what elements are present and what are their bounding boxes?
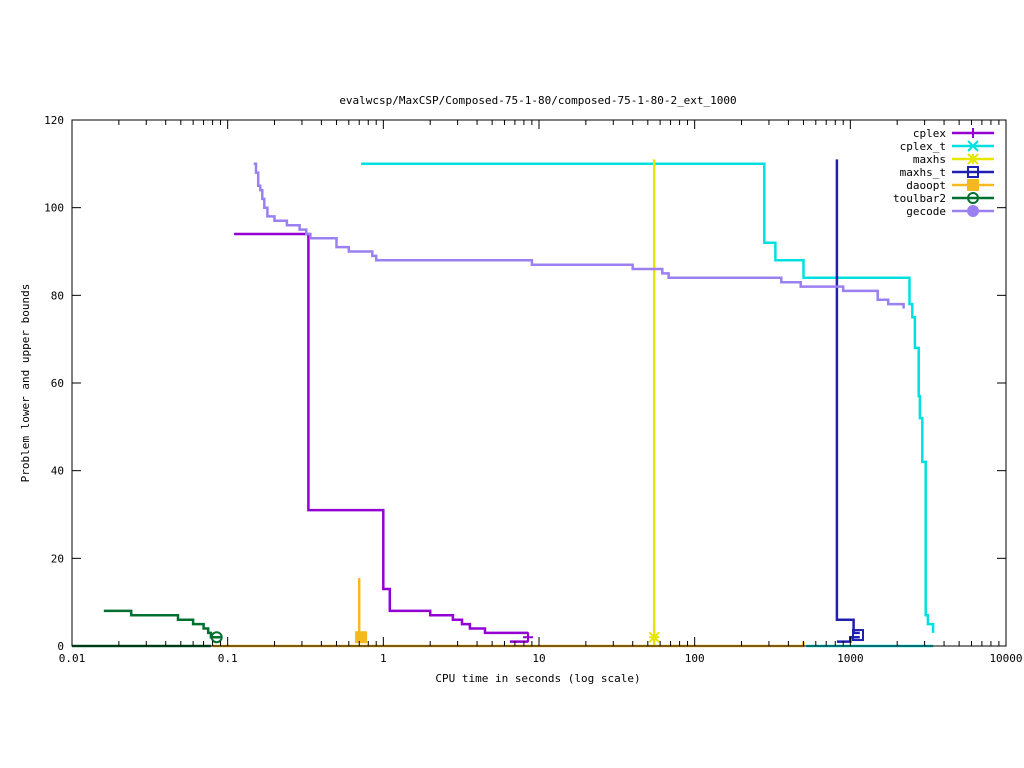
- x-axis-label: CPU time in seconds (log scale): [435, 672, 640, 685]
- series-cplex: [234, 232, 534, 643]
- y-tick-label: 40: [51, 465, 64, 478]
- legend-item: cplex_t: [900, 140, 994, 153]
- series-maxhs-t: [835, 159, 864, 643]
- x-tick-label: 1: [380, 652, 387, 665]
- x-tick-label: 100: [685, 652, 705, 665]
- y-tick-label: 0: [57, 640, 64, 653]
- legend-label: toulbar2: [893, 192, 946, 205]
- legend-label: maxhs: [913, 153, 946, 166]
- series-maxhs: [648, 159, 660, 646]
- series-final-point: [648, 631, 660, 643]
- legend-item: maxhs_t: [900, 166, 994, 179]
- legend-item: toulbar2: [893, 192, 994, 205]
- legend-item: cplex: [913, 127, 994, 140]
- legend-item: daoopt: [906, 179, 994, 192]
- series-upper-bound-line: [253, 162, 905, 309]
- series-upper-bound-line: [103, 609, 221, 639]
- y-tick-label: 80: [51, 289, 64, 302]
- series-final-point: [355, 631, 368, 644]
- x-tick-label: 1000: [837, 652, 864, 665]
- y-tick-label: 60: [51, 377, 64, 390]
- legend-label: gecode: [906, 205, 946, 218]
- series-upper-bound-line: [835, 159, 860, 635]
- series-cplex-t: [361, 162, 935, 648]
- series-upper-bound-line: [234, 232, 528, 635]
- chart-title: evalwcsp/MaxCSP/Composed-75-1-80/compose…: [339, 94, 736, 107]
- legend-marker: [967, 192, 979, 204]
- series-final-point: [210, 631, 223, 644]
- legend-marker: [967, 179, 979, 191]
- series-upper-bound-line: [361, 162, 935, 633]
- series-final-point: [523, 632, 534, 643]
- legend-marker: [967, 140, 979, 152]
- legend-label: cplex_t: [900, 140, 946, 153]
- series-daoopt: [212, 578, 805, 648]
- plot-series: [72, 159, 935, 648]
- legend-marker: [968, 128, 978, 138]
- y-axis: 0 20 40 60 80 100 120: [44, 114, 1006, 653]
- legend-label: maxhs_t: [900, 166, 946, 179]
- x-tick-label: 10: [532, 652, 545, 665]
- x-axis: 0.01 0.1 1 10 100 1000 10000: [59, 120, 1023, 665]
- legend-marker: [967, 153, 979, 165]
- y-tick-label: 20: [51, 552, 64, 565]
- series-toulbar2: [72, 609, 223, 648]
- x-tick-label: 0.1: [218, 652, 238, 665]
- y-tick-label: 120: [44, 114, 64, 127]
- legend-marker: [967, 166, 979, 178]
- legend-label: cplex: [913, 127, 946, 140]
- y-axis-label: Problem lower and upper bounds: [19, 284, 32, 483]
- series-final-point: [851, 629, 864, 642]
- x-tick-label: 10000: [989, 652, 1022, 665]
- legend-item: gecode: [906, 205, 994, 218]
- legend-item: maxhs: [913, 153, 994, 166]
- series-lower-bound-line: [212, 641, 805, 648]
- legend-marker: [967, 205, 979, 217]
- legend: cplexcplex_tmaxhsmaxhs_tdaoopttoulbar2ge…: [893, 127, 994, 218]
- legend-label: daoopt: [906, 179, 946, 192]
- plot-frame: [71, 119, 1007, 647]
- y-tick-label: 100: [44, 202, 64, 215]
- x-tick-label: 0.01: [59, 652, 86, 665]
- series-gecode: [253, 162, 905, 309]
